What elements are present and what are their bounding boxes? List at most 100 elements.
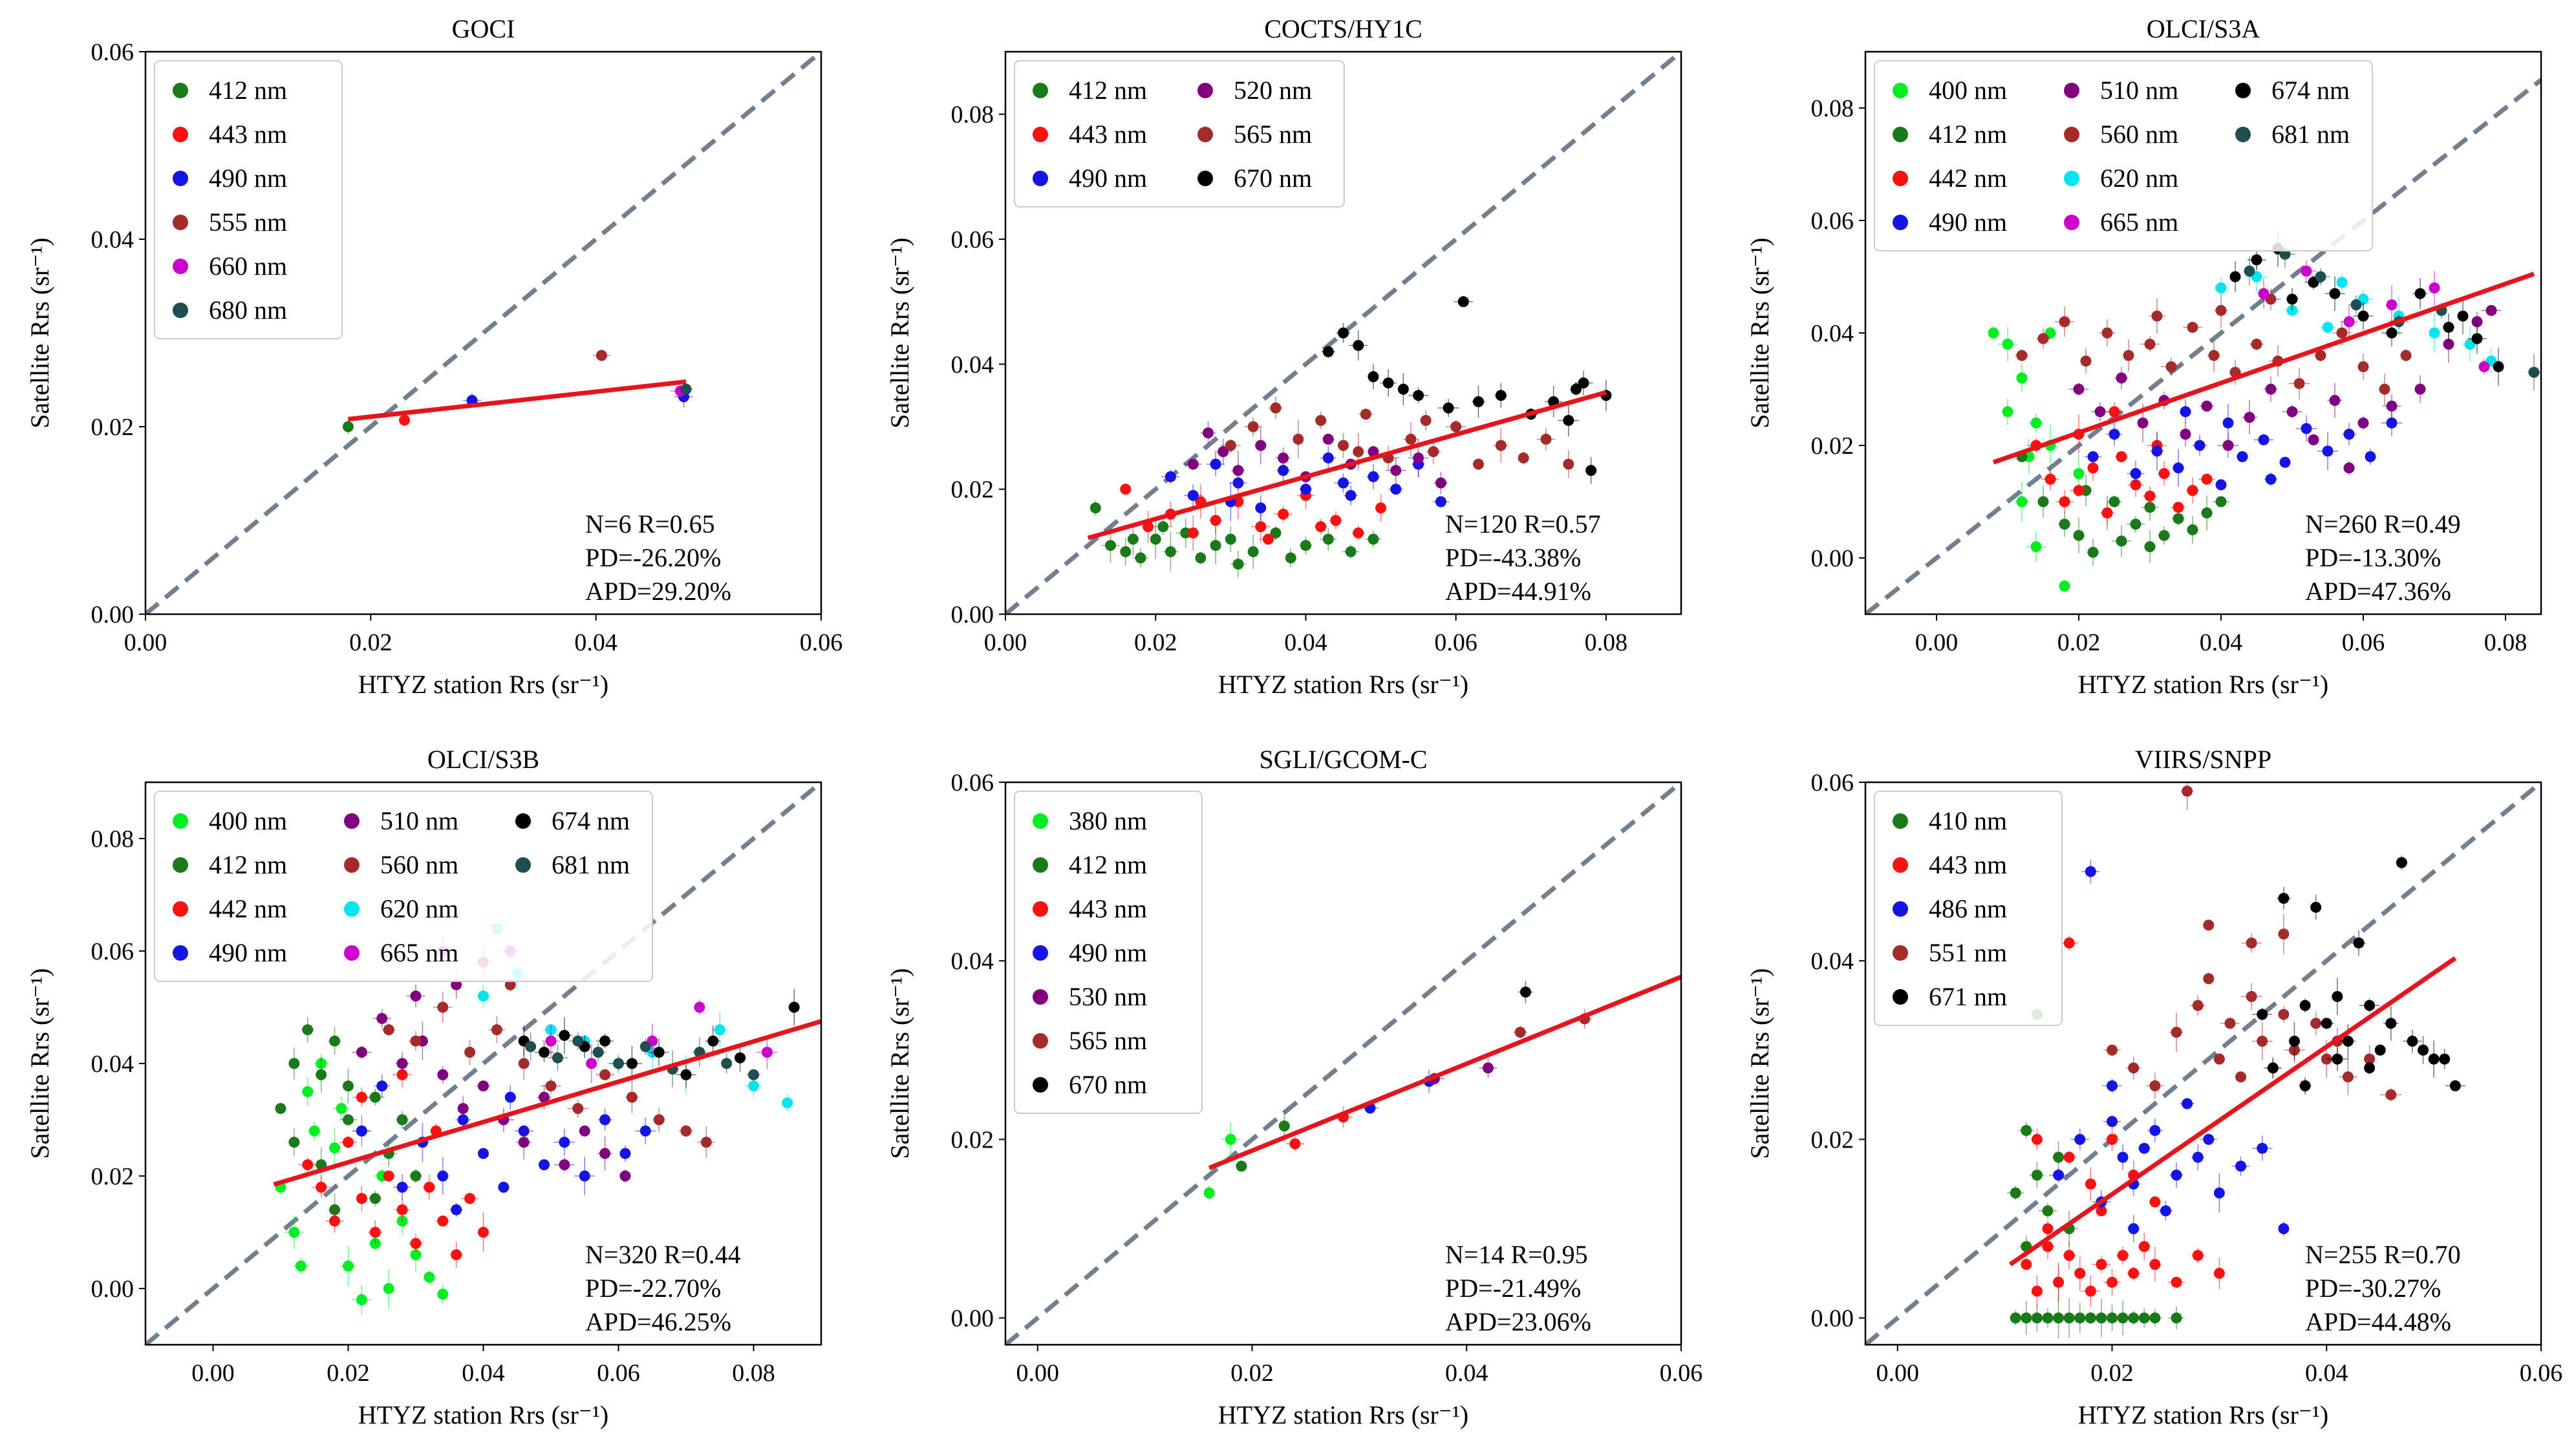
data-point: [1203, 427, 1214, 439]
data-point: [343, 1114, 354, 1126]
plot-area: [1865, 782, 2541, 1345]
data-point: [410, 1249, 422, 1261]
data-point: [639, 1041, 651, 1053]
legend-marker: [1033, 945, 1048, 961]
chart-title: COCTS/HY1C: [1264, 14, 1422, 43]
data-point: [1322, 346, 1334, 358]
legend-label: 551 nm: [1929, 938, 2007, 967]
data-point: [2414, 383, 2426, 395]
data-point: [1563, 414, 1574, 426]
data-point: [396, 1114, 408, 1126]
data-point: [2265, 383, 2277, 395]
data-point: [2063, 1151, 2075, 1163]
data-point: [1210, 458, 1221, 470]
axes-frame: [1004, 50, 1682, 615]
data-point: [2439, 1053, 2451, 1065]
data-point: [2288, 1035, 2300, 1047]
data-point: [2449, 1080, 2461, 1092]
data-point: [572, 1035, 584, 1047]
x-tick-label: 0.08: [732, 1360, 775, 1387]
data-point: [2400, 350, 2412, 361]
chart-title: GOCI: [452, 14, 515, 43]
data-point: [2192, 999, 2204, 1011]
data-point: [1278, 1120, 1290, 1132]
data-point: [1255, 521, 1267, 533]
legend-label: 510 nm: [2100, 76, 2178, 105]
x-tick-label: 0.00: [984, 629, 1027, 656]
legend-marker: [173, 813, 188, 829]
data-point: [2203, 1133, 2215, 1145]
x-tick-label: 0.04: [574, 629, 617, 656]
data-point: [464, 1047, 476, 1058]
legend-label: 443 nm: [1929, 850, 2007, 879]
legend-marker: [1033, 83, 1048, 98]
data-point: [2016, 350, 2028, 361]
data-point: [2085, 1178, 2096, 1190]
data-point: [2158, 529, 2170, 541]
legend-label: 412 nm: [1929, 120, 2007, 149]
data-point: [782, 1097, 793, 1109]
data-point: [788, 1001, 800, 1013]
legend-marker: [1893, 171, 1908, 186]
legend-label: 681 nm: [552, 850, 630, 879]
data-point: [437, 1170, 449, 1182]
data-point: [2342, 1035, 2354, 1047]
legend-label: 412 nm: [1069, 76, 1147, 105]
chart-panel-5: SGLI/GCOM-C 0.00 0.02 0.04 0.06 0.00 0.02 0.04 0…: [885, 745, 1702, 1429]
data-point: [1368, 471, 1379, 482]
stats-line: APD=23.06%: [1445, 1307, 1591, 1336]
legend-marker: [2235, 127, 2251, 142]
data-point: [2030, 541, 2042, 553]
data-point: [2201, 507, 2213, 518]
data-point: [1519, 987, 1531, 998]
data-point: [2107, 1276, 2118, 1288]
data-point: [2357, 310, 2369, 322]
legend-label: 660 nm: [209, 251, 287, 281]
data-point: [2109, 406, 2120, 418]
data-point: [2224, 1018, 2236, 1029]
data-point: [1382, 377, 1394, 389]
data-point: [356, 1125, 367, 1137]
data-point: [2278, 928, 2290, 940]
data-point: [2237, 451, 2248, 462]
y-tick-label: 0.02: [951, 1126, 994, 1153]
data-point: [1570, 383, 1582, 395]
data-point: [1165, 471, 1176, 482]
stats-line: N=6 R=0.65: [585, 509, 715, 539]
data-point: [2386, 400, 2398, 412]
data-point: [639, 1125, 651, 1137]
data-point: [572, 1103, 584, 1115]
stats-block: N=6 R=0.65 PD=-26.20% APD=29.20%: [585, 509, 731, 606]
data-point: [700, 1137, 712, 1148]
data-point: [545, 1035, 557, 1047]
stats-line: PD=-13.30%: [2305, 543, 2441, 572]
data-point: [2332, 1053, 2343, 1065]
data-point: [1089, 502, 1101, 514]
legend-marker: [173, 83, 188, 98]
y-tick-label: 0.00: [1811, 545, 1854, 572]
data-point: [2059, 518, 2070, 530]
x-tick-label: 0.02: [1230, 1360, 1274, 1387]
data-point: [2073, 529, 2085, 541]
legend-marker: [173, 901, 188, 917]
data-point: [1353, 339, 1364, 351]
legend-label: 530 nm: [1069, 982, 1147, 1011]
data-point: [599, 1114, 611, 1126]
data-point: [383, 1024, 394, 1036]
data-point: [424, 1181, 435, 1193]
data-point: [1345, 489, 1357, 501]
data-point: [2385, 1089, 2397, 1100]
x-tick-label: 0.00: [1876, 1360, 1920, 1387]
series-680-nm: [679, 383, 693, 396]
data-point: [2246, 937, 2257, 949]
y-axis-label: Satellite Rrs (sr⁻¹): [885, 237, 914, 428]
data-point: [2192, 1151, 2204, 1163]
data-point: [2059, 496, 2070, 508]
data-point: [2194, 440, 2206, 451]
data-point: [302, 1159, 314, 1171]
x-tick-label: 0.02: [349, 629, 392, 656]
y-tick-label: 0.00: [951, 601, 994, 628]
data-point: [680, 1069, 692, 1080]
y-tick-label: 0.06: [91, 39, 134, 66]
x-axis-label: HTYZ station Rrs (sr⁻¹): [358, 1400, 609, 1429]
